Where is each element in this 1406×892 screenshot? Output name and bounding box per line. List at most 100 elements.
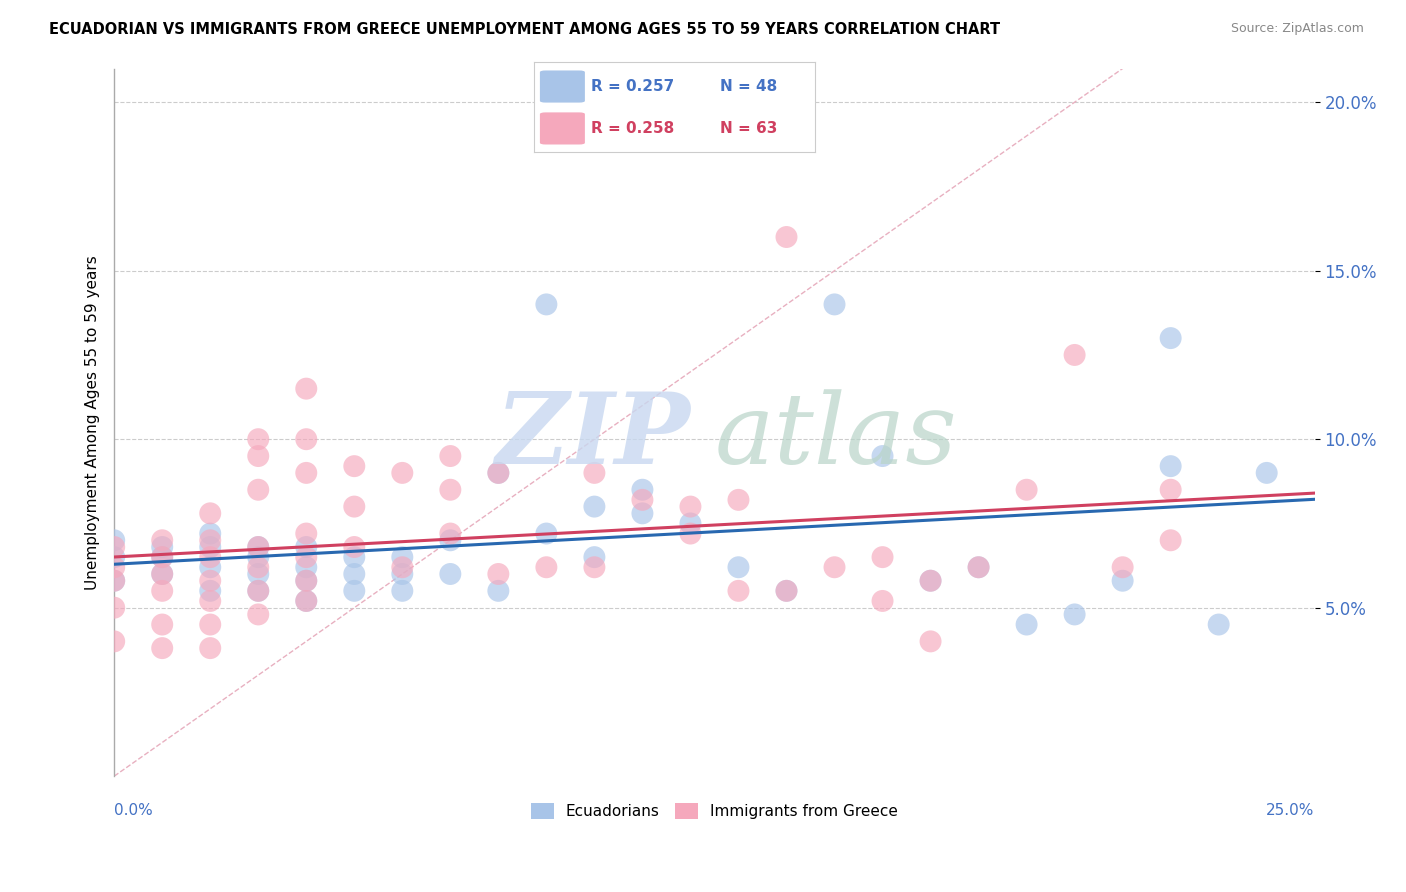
- Text: N = 63: N = 63: [720, 121, 778, 136]
- Point: [872, 594, 894, 608]
- Point: [295, 594, 318, 608]
- Point: [486, 566, 509, 581]
- FancyBboxPatch shape: [540, 70, 585, 103]
- Point: [150, 550, 173, 565]
- Point: [343, 540, 366, 554]
- Point: [200, 560, 222, 574]
- Point: [200, 506, 222, 520]
- Point: [295, 550, 318, 565]
- Point: [486, 466, 509, 480]
- Point: [872, 550, 894, 565]
- Point: [824, 297, 846, 311]
- Point: [150, 583, 173, 598]
- Point: [343, 459, 366, 474]
- Point: [824, 560, 846, 574]
- Text: atlas: atlas: [714, 389, 957, 484]
- Point: [727, 583, 749, 598]
- Point: [1160, 459, 1182, 474]
- Point: [200, 540, 222, 554]
- Text: R = 0.258: R = 0.258: [591, 121, 673, 136]
- Point: [247, 432, 270, 446]
- Text: 0.0%: 0.0%: [114, 803, 153, 818]
- FancyBboxPatch shape: [540, 112, 585, 145]
- Point: [439, 533, 461, 548]
- Point: [486, 583, 509, 598]
- Point: [872, 449, 894, 463]
- Point: [920, 634, 942, 648]
- Point: [439, 483, 461, 497]
- Point: [247, 583, 270, 598]
- Point: [295, 574, 318, 588]
- Point: [247, 566, 270, 581]
- Point: [391, 566, 413, 581]
- Point: [1160, 533, 1182, 548]
- Point: [967, 560, 990, 574]
- Point: [727, 560, 749, 574]
- Text: Source: ZipAtlas.com: Source: ZipAtlas.com: [1230, 22, 1364, 36]
- Point: [150, 540, 173, 554]
- Point: [1063, 607, 1085, 622]
- Point: [1015, 483, 1038, 497]
- Point: [583, 500, 606, 514]
- Point: [150, 550, 173, 565]
- Point: [391, 466, 413, 480]
- Point: [536, 560, 558, 574]
- Point: [343, 550, 366, 565]
- Point: [439, 566, 461, 581]
- Point: [295, 540, 318, 554]
- Point: [583, 560, 606, 574]
- Text: ECUADORIAN VS IMMIGRANTS FROM GREECE UNEMPLOYMENT AMONG AGES 55 TO 59 YEARS CORR: ECUADORIAN VS IMMIGRANTS FROM GREECE UNE…: [49, 22, 1000, 37]
- Point: [583, 466, 606, 480]
- Point: [536, 526, 558, 541]
- Point: [103, 634, 125, 648]
- Point: [775, 583, 797, 598]
- Point: [295, 432, 318, 446]
- Point: [1111, 574, 1133, 588]
- Point: [967, 560, 990, 574]
- Point: [631, 506, 654, 520]
- Point: [727, 492, 749, 507]
- Y-axis label: Unemployment Among Ages 55 to 59 years: Unemployment Among Ages 55 to 59 years: [86, 255, 100, 590]
- Point: [583, 550, 606, 565]
- Point: [343, 566, 366, 581]
- Point: [150, 641, 173, 656]
- Point: [679, 526, 702, 541]
- Point: [150, 566, 173, 581]
- Point: [486, 466, 509, 480]
- Point: [200, 533, 222, 548]
- Point: [103, 550, 125, 565]
- Point: [295, 466, 318, 480]
- Point: [247, 483, 270, 497]
- Point: [200, 526, 222, 541]
- Point: [103, 574, 125, 588]
- Point: [439, 449, 461, 463]
- Point: [295, 382, 318, 396]
- Point: [247, 607, 270, 622]
- Point: [343, 500, 366, 514]
- Point: [200, 641, 222, 656]
- Point: [775, 230, 797, 244]
- Point: [1015, 617, 1038, 632]
- Point: [200, 550, 222, 565]
- Point: [631, 483, 654, 497]
- Point: [920, 574, 942, 588]
- Point: [1160, 483, 1182, 497]
- Point: [103, 533, 125, 548]
- Point: [343, 583, 366, 598]
- Text: ZIP: ZIP: [495, 388, 690, 484]
- Text: N = 48: N = 48: [720, 79, 778, 94]
- Point: [200, 617, 222, 632]
- Point: [200, 583, 222, 598]
- Point: [1256, 466, 1278, 480]
- Point: [247, 540, 270, 554]
- Point: [1063, 348, 1085, 362]
- Point: [247, 449, 270, 463]
- Text: 25.0%: 25.0%: [1267, 803, 1315, 818]
- Point: [775, 583, 797, 598]
- Point: [103, 574, 125, 588]
- Point: [295, 526, 318, 541]
- Point: [103, 560, 125, 574]
- Point: [200, 574, 222, 588]
- Legend: Ecuadorians, Immigrants from Greece: Ecuadorians, Immigrants from Greece: [524, 797, 904, 825]
- Point: [150, 566, 173, 581]
